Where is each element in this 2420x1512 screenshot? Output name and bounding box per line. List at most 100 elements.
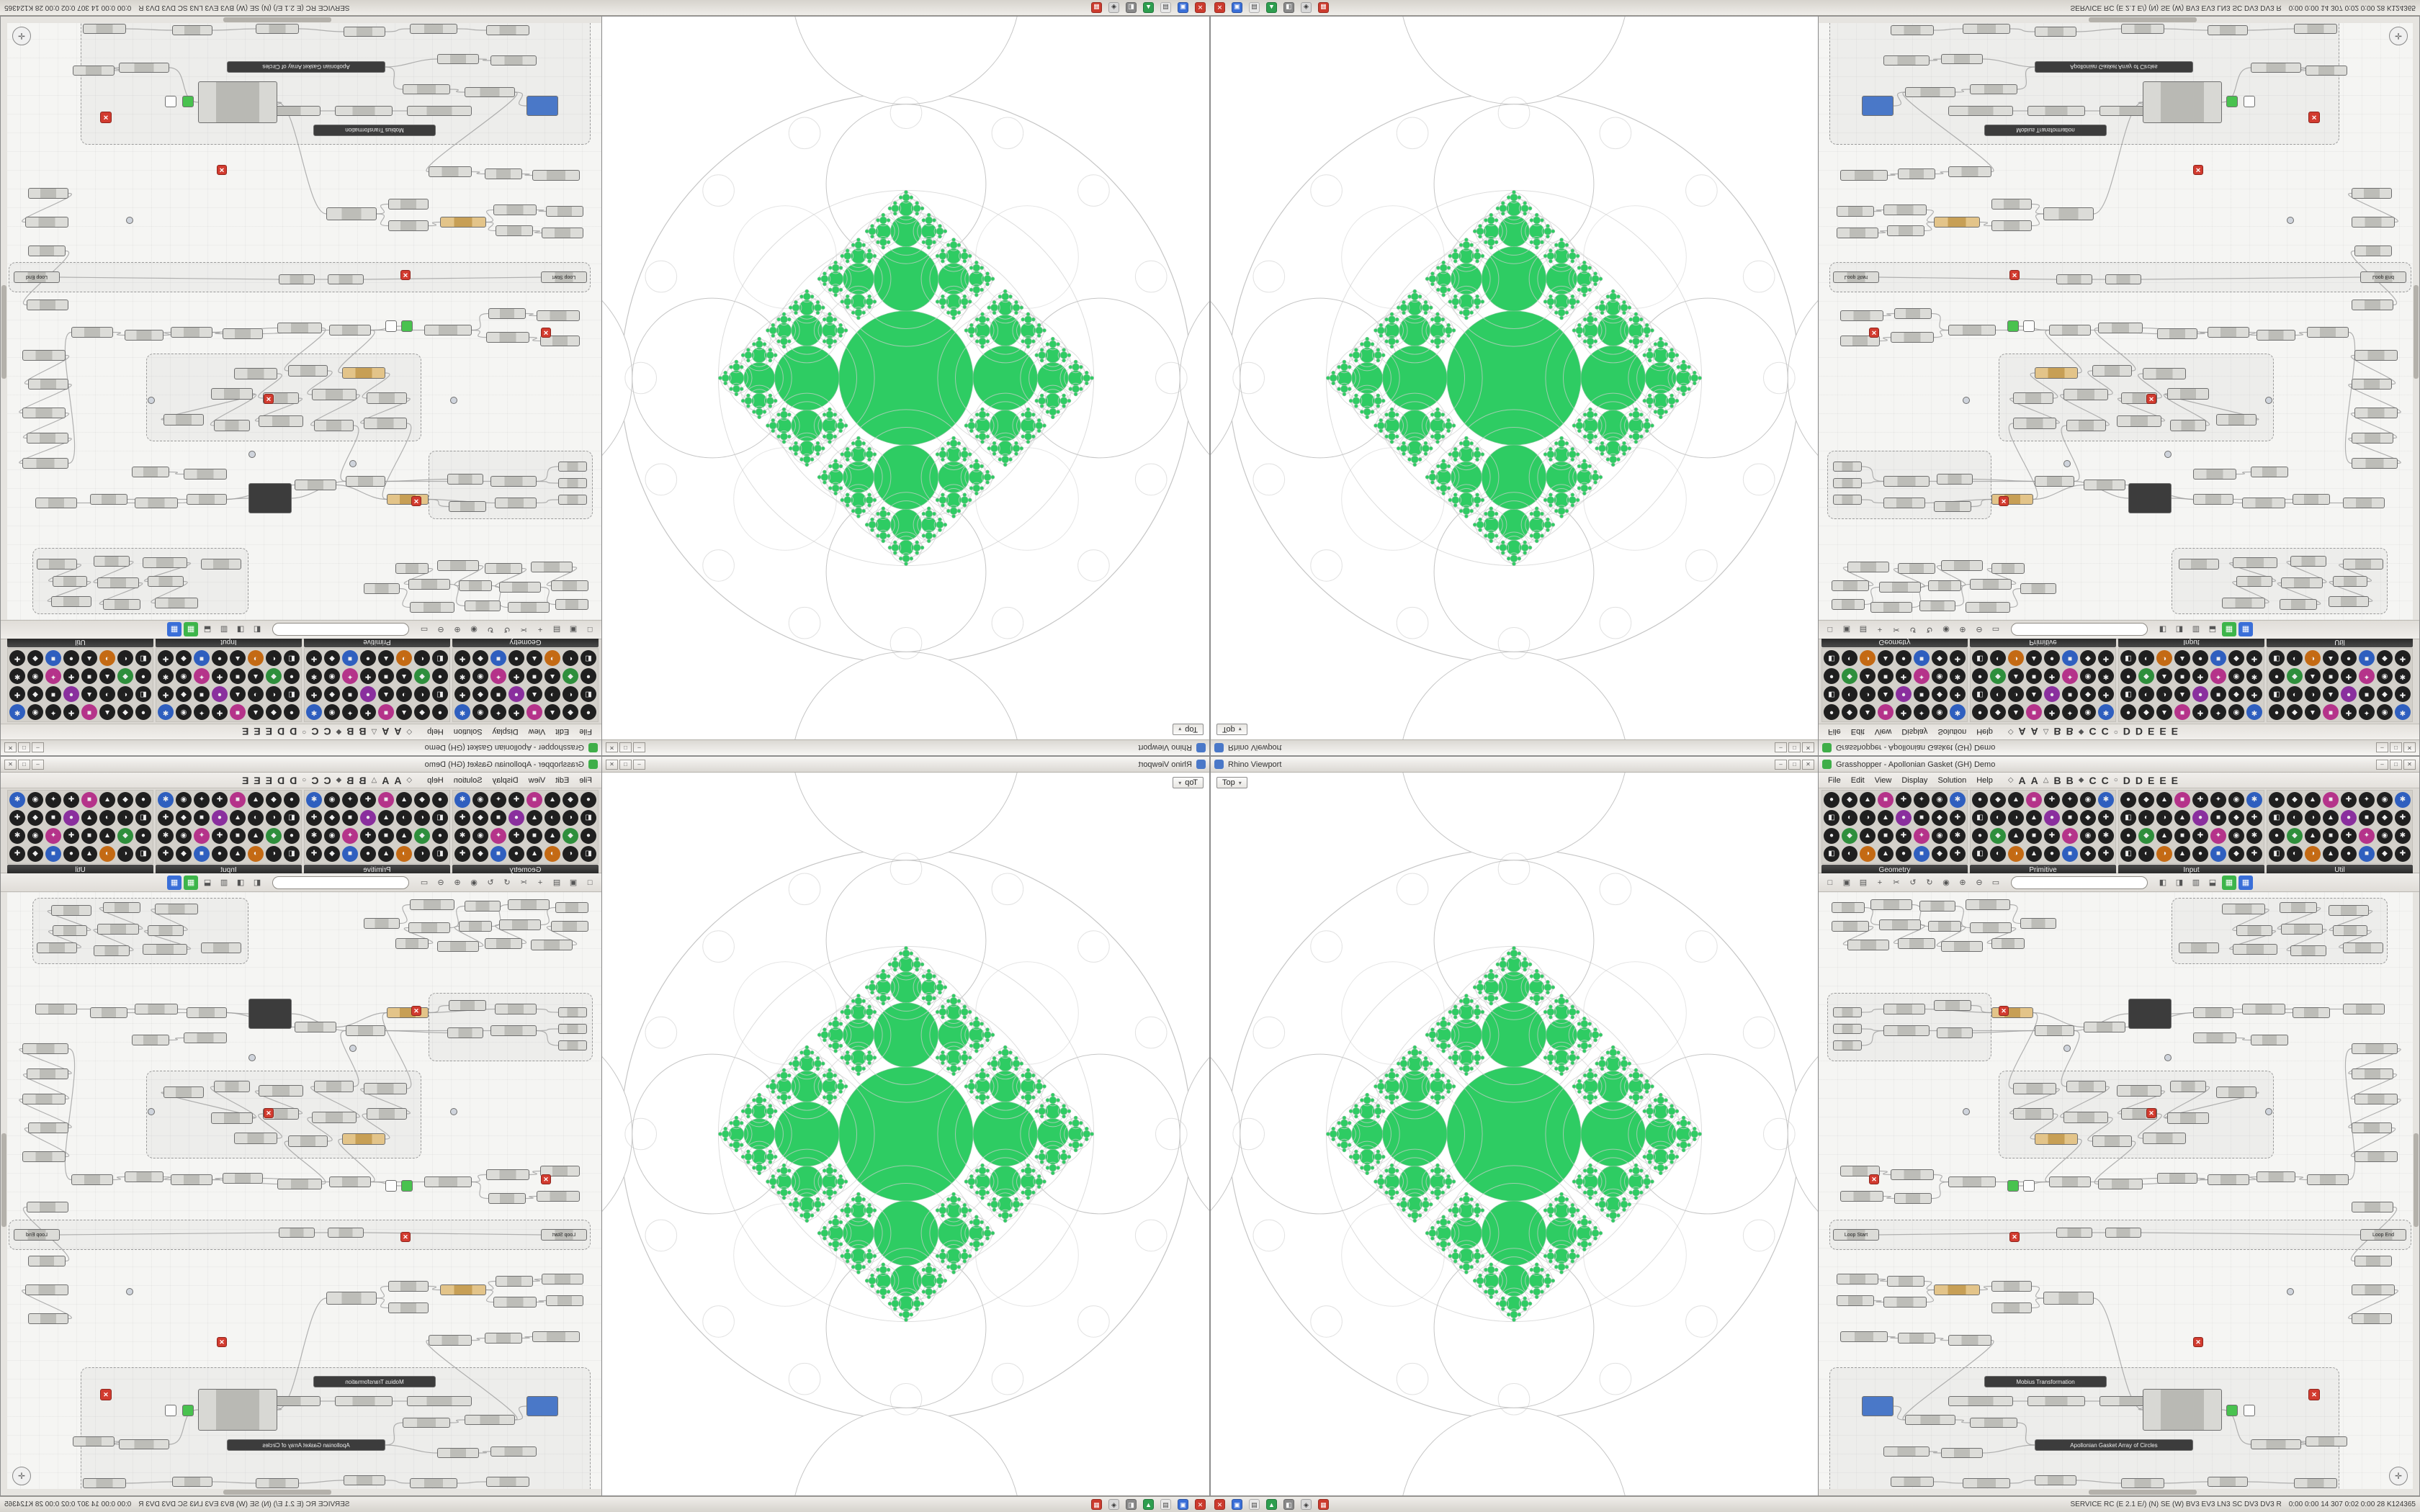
component-icon[interactable]: ✦ <box>1914 828 1930 844</box>
taskbar-app-icon[interactable]: ◈ <box>1108 1499 1119 1510</box>
component-icon[interactable]: ✚ <box>2192 828 2208 844</box>
component-icon[interactable]: ● <box>508 650 524 666</box>
component-icon[interactable]: ✦ <box>490 668 506 684</box>
search-input[interactable] <box>272 876 409 889</box>
gh-node[interactable] <box>424 325 472 336</box>
close-button[interactable]: ✕ <box>2403 742 2416 753</box>
component-icon[interactable]: ◉ <box>176 668 192 684</box>
component-icon[interactable]: ◧ <box>432 846 448 862</box>
component-icon[interactable]: ◐ <box>117 686 133 702</box>
toolbar-icon[interactable]: ⊖ <box>437 878 444 887</box>
component-icon[interactable]: ■ <box>526 668 542 684</box>
gh-node[interactable] <box>2352 1068 2393 1079</box>
component-icon[interactable]: ▲ <box>526 650 542 666</box>
category-tab-b[interactable]: B <box>2053 774 2061 786</box>
minimize-button[interactable]: – <box>32 742 44 753</box>
component-icon[interactable]: ■ <box>2210 686 2226 702</box>
gh-node[interactable] <box>508 899 550 910</box>
gh-node[interactable]: Loop Start <box>541 271 587 283</box>
gh-node[interactable]: ✕ <box>100 1389 112 1400</box>
gh-node[interactable] <box>2251 1439 2301 1449</box>
component-icon[interactable]: ◑ <box>544 810 560 826</box>
menu-file[interactable]: File <box>579 775 592 785</box>
gh-node[interactable] <box>1970 922 2012 933</box>
gh-node[interactable] <box>27 433 68 444</box>
gh-node[interactable] <box>2056 1228 2092 1238</box>
gh-node[interactable] <box>495 1004 537 1014</box>
component-icon[interactable]: ■ <box>2210 650 2226 666</box>
category-tab-e[interactable]: E <box>254 726 261 738</box>
gh-node[interactable]: Mobius Transformation <box>313 125 436 136</box>
taskbar-app-icon[interactable]: ▲ <box>1266 2 1277 13</box>
component-icon[interactable]: ▲ <box>378 650 394 666</box>
component-icon[interactable]: ✦ <box>45 792 61 808</box>
gh-node[interactable] <box>1837 1295 1874 1306</box>
component-icon[interactable]: ✱ <box>2098 704 2114 720</box>
component-icon[interactable]: ◧ <box>284 650 300 666</box>
gh-node[interactable] <box>2354 408 2398 418</box>
category-tab-d[interactable]: D <box>290 774 297 786</box>
gh-node[interactable] <box>148 576 184 587</box>
component-icon[interactable]: ✦ <box>194 828 210 844</box>
component-icon[interactable]: ✚ <box>2395 686 2411 702</box>
component-icon[interactable]: ◉ <box>2228 704 2244 720</box>
category-tab-e[interactable]: E <box>2171 726 2179 738</box>
toolbar-grid-icon[interactable]: ▦ <box>167 622 182 637</box>
gh-node[interactable] <box>22 458 68 469</box>
toolbar-icon[interactable]: ⊖ <box>1976 625 1983 634</box>
taskbar-app-icon[interactable]: ▣ <box>1232 1499 1242 1510</box>
gh-node[interactable] <box>490 1446 537 1457</box>
category-tab-c[interactable]: C <box>311 726 319 738</box>
component-icon[interactable]: ✚ <box>212 704 228 720</box>
menu-solution[interactable]: Solution <box>1937 727 1967 737</box>
component-icon[interactable]: ✚ <box>360 828 376 844</box>
gh-node[interactable] <box>437 54 479 64</box>
taskbar-app-icon[interactable]: ✕ <box>1195 2 1206 13</box>
gh-node[interactable]: ✕ <box>411 496 421 506</box>
component-icon[interactable]: ◧ <box>1972 846 1988 862</box>
gh-node[interactable] <box>2121 24 2164 34</box>
gh-node[interactable] <box>328 1228 364 1238</box>
gh-node[interactable] <box>385 320 397 332</box>
component-icon[interactable]: ■ <box>230 668 246 684</box>
gh-node[interactable] <box>395 938 429 949</box>
component-icon[interactable]: ■ <box>45 810 61 826</box>
taskbar-app-icon[interactable]: ◈ <box>1301 2 1312 13</box>
category-tab-shape-icon[interactable]: ○ <box>302 728 307 736</box>
toolbar-icon[interactable]: ▣ <box>569 878 578 887</box>
gh-node[interactable] <box>346 1025 385 1036</box>
category-tab-e[interactable]: E <box>2159 774 2166 786</box>
gh-node[interactable] <box>326 1292 377 1305</box>
gh-node[interactable] <box>1970 579 2012 590</box>
component-icon[interactable]: ■ <box>2359 810 2375 826</box>
component-icon[interactable]: ✚ <box>1950 810 1966 826</box>
component-icon[interactable]: ▲ <box>2323 846 2339 862</box>
component-icon[interactable]: ◉ <box>2080 828 2096 844</box>
component-icon[interactable]: ✱ <box>306 704 322 720</box>
component-icon[interactable]: ✚ <box>2395 810 2411 826</box>
component-icon[interactable]: ✚ <box>2395 650 2411 666</box>
component-icon[interactable]: ● <box>284 668 300 684</box>
component-icon[interactable]: ✚ <box>2341 668 2357 684</box>
menu-file[interactable]: File <box>579 727 592 737</box>
viewport-tab-top[interactable]: Top ▾ <box>1216 777 1247 788</box>
gh-node[interactable] <box>364 418 407 429</box>
component-icon[interactable]: ✚ <box>212 828 228 844</box>
taskbar-app-icon[interactable]: ▣ <box>1232 2 1242 13</box>
component-icon[interactable]: ▲ <box>2026 650 2042 666</box>
component-icon[interactable]: ◆ <box>1932 846 1948 862</box>
menu-view[interactable]: View <box>528 775 546 785</box>
category-tab-a[interactable]: A <box>2030 726 2038 738</box>
gh-node[interactable] <box>364 918 400 929</box>
gh-node[interactable] <box>277 1179 322 1189</box>
component-icon[interactable]: ■ <box>45 846 61 862</box>
component-icon[interactable]: ◧ <box>581 810 596 826</box>
gh-node[interactable] <box>2251 1035 2288 1045</box>
gh-node[interactable] <box>555 599 588 610</box>
menu-help[interactable]: Help <box>1976 775 1993 785</box>
gh-node[interactable] <box>2257 330 2295 341</box>
component-icon[interactable]: ◑ <box>248 686 264 702</box>
component-icon[interactable]: ■ <box>526 704 542 720</box>
component-icon[interactable]: ◆ <box>1990 792 2006 808</box>
taskbar-app-icon[interactable]: ▦ <box>1091 2 1102 13</box>
